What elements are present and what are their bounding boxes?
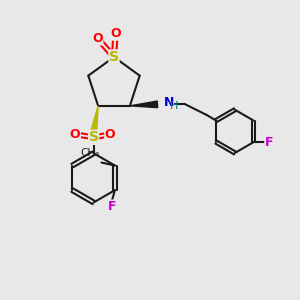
Text: O: O xyxy=(105,128,116,141)
Text: F: F xyxy=(108,200,116,213)
Text: O: O xyxy=(92,32,103,45)
Text: F: F xyxy=(265,136,273,148)
Text: O: O xyxy=(110,27,121,40)
Polygon shape xyxy=(130,101,158,108)
Text: S: S xyxy=(109,50,119,64)
Text: O: O xyxy=(70,128,80,141)
Text: S: S xyxy=(88,130,99,144)
Text: H: H xyxy=(169,101,178,111)
Polygon shape xyxy=(91,106,98,133)
Text: CH₃: CH₃ xyxy=(81,148,100,158)
Text: N: N xyxy=(164,96,174,109)
